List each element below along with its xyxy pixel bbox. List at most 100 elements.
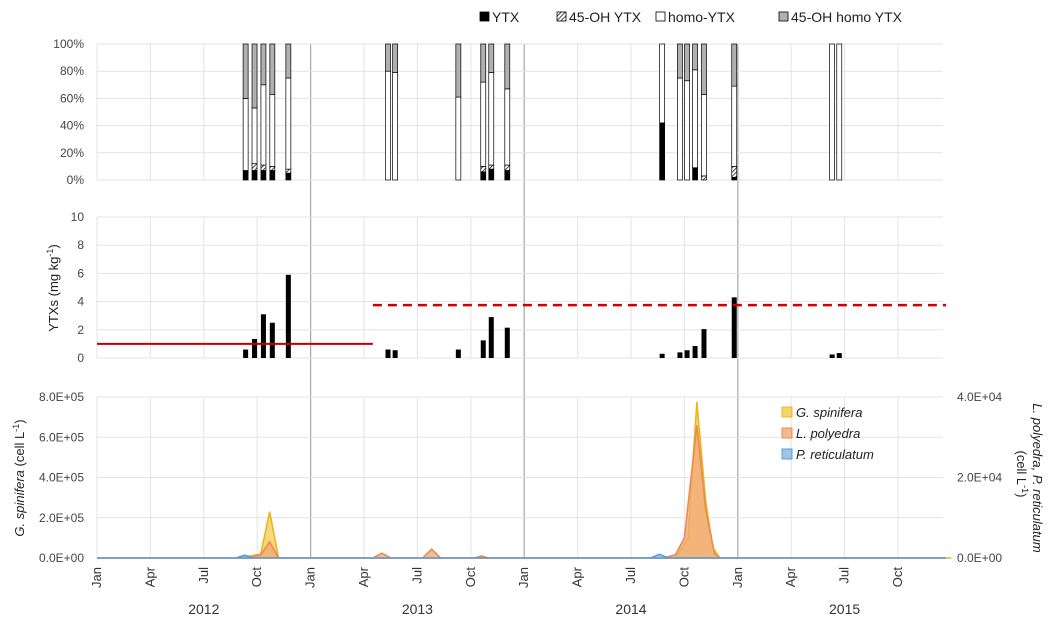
concentration-bar (829, 354, 835, 358)
bar-segment-homo-ytx (455, 96, 462, 181)
concentration-bar (677, 352, 683, 358)
x-tick-label: Oct (463, 567, 478, 588)
bar-segment-homo-ytx (488, 72, 495, 166)
bar-segment-45oh-homo-ytx (242, 43, 249, 99)
legend-swatch (778, 11, 789, 22)
bar-segment-45oh-homo-ytx (488, 43, 495, 73)
concentration-bar (488, 317, 494, 358)
bar-segment-ytx (242, 170, 249, 181)
x-tick-label: Jul (623, 567, 638, 584)
legend-swatch (781, 406, 793, 418)
bar-segment-homo-ytx (677, 77, 683, 181)
x-tick-label: Oct (249, 567, 264, 588)
legend-label: 45-OH homo YTX (791, 9, 903, 25)
bar-segment-homo-ytx (251, 107, 258, 165)
concentration-bar (243, 349, 249, 358)
bar-segment-homo-ytx (285, 77, 292, 170)
bar-segment-ytx (269, 170, 276, 181)
y-tick-label-left: 8.0E+05 (39, 390, 84, 404)
bar-segment-homo-ytx (829, 43, 835, 181)
bar-segment-45oh-homo-ytx (385, 43, 391, 72)
legend-label: G. spinifera (796, 405, 862, 420)
x-tick-label: Jan (89, 567, 104, 588)
bar-segment-45oh-ytx (285, 168, 292, 174)
y-tick-label-right: 0.0E+00 (957, 551, 1002, 565)
bar-segment-45oh-ytx (480, 166, 487, 173)
bar-segment-ytx (251, 170, 258, 181)
year-label: 2013 (402, 601, 433, 617)
x-tick-label: Apr (142, 566, 157, 587)
y-tick-label: 10 (71, 210, 85, 224)
bar-segment-45oh-homo-ytx (731, 43, 738, 87)
area-series-p-reticulatum (97, 553, 947, 559)
x-tick-label: Jan (303, 567, 318, 588)
bar-segment-ytx (488, 168, 495, 181)
concentration-bar (269, 322, 275, 358)
bar-segment-45oh-ytx (269, 166, 276, 171)
bar-segment-ytx (285, 172, 292, 181)
concentration-bar (659, 353, 665, 358)
bar-segment-45oh-ytx (260, 164, 267, 171)
legend-swatch (479, 11, 490, 22)
bar-segment-45oh-homo-ytx (677, 43, 683, 79)
x-tick-label: Jan (730, 567, 745, 588)
y-tick-label-left: 0.0E+00 (39, 551, 84, 565)
y-tick-label-left: 4.0E+05 (39, 471, 84, 485)
concentration-bar (260, 314, 266, 358)
bar-segment-ytx (504, 170, 511, 181)
legend-swatch (781, 427, 793, 439)
concentration-bar (731, 297, 737, 358)
legend-swatch (556, 11, 567, 22)
year-label: 2014 (615, 601, 646, 617)
concentration-bar (285, 274, 291, 358)
concentration-bar (836, 353, 842, 358)
legend-label: P. reticulatum (796, 447, 874, 462)
legend-swatch (781, 448, 793, 460)
y-tick-label: 80% (60, 64, 84, 78)
y-tick-label-right: 4.0E+04 (957, 390, 1002, 404)
y-axis-label-right: L. polyedra, P. reticulatum(cell L-1) (1014, 403, 1045, 553)
concentration-bar (692, 346, 698, 358)
y-tick-label: 6 (77, 266, 84, 280)
y-tick-label: 2 (77, 323, 84, 337)
x-tick-label: Apr (783, 566, 798, 587)
bar-segment-45oh-ytx (701, 175, 707, 181)
legend-label: 45-OH YTX (569, 9, 642, 25)
bar-segment-homo-ytx (692, 69, 698, 169)
bar-segment-45oh-homo-ytx (480, 43, 487, 83)
y-axis-label-ytxs: YTXs (mg kg-1) (45, 244, 61, 331)
concentration-bar (684, 350, 690, 358)
y-tick-label-left: 2.0E+05 (39, 511, 84, 525)
bar-segment-45oh-homo-ytx (455, 43, 462, 98)
bar-segment-ytx (659, 122, 666, 181)
bar-segment-45oh-homo-ytx (504, 43, 511, 90)
bar-segment-45oh-ytx (488, 164, 495, 170)
bar-segment-homo-ytx (684, 80, 690, 181)
bar-segment-45oh-homo-ytx (260, 43, 267, 86)
bar-segment-homo-ytx (392, 72, 398, 181)
legend-label: YTX (492, 9, 520, 25)
legend-swatch (655, 11, 666, 22)
bar-segment-ytx (692, 167, 698, 181)
y-tick-label: 4 (77, 295, 84, 309)
bar-segment-homo-ytx (480, 81, 487, 167)
bar-segment-45oh-homo-ytx (692, 43, 698, 71)
bar-segment-ytx (480, 171, 487, 181)
area-series-l-polyedra (97, 425, 947, 559)
y-tick-label-right: 2.0E+04 (957, 471, 1002, 485)
concentration-bar (392, 350, 398, 358)
y-tick-label: 40% (60, 119, 84, 133)
bar-segment-ytx (260, 170, 267, 181)
y-tick-label-left: 6.0E+05 (39, 430, 84, 444)
bar-segment-homo-ytx (269, 93, 276, 167)
bar-segment-45oh-homo-ytx (269, 43, 276, 95)
year-label: 2015 (829, 601, 860, 617)
y-tick-label: 60% (60, 91, 84, 105)
bar-segment-45oh-homo-ytx (701, 43, 707, 95)
legend-label: L. polyedra (796, 426, 860, 441)
year-label: 2012 (188, 601, 219, 617)
x-tick-label: Jul (837, 567, 852, 584)
bar-segment-ytx (731, 176, 738, 181)
bar-segment-45oh-homo-ytx (392, 43, 398, 73)
